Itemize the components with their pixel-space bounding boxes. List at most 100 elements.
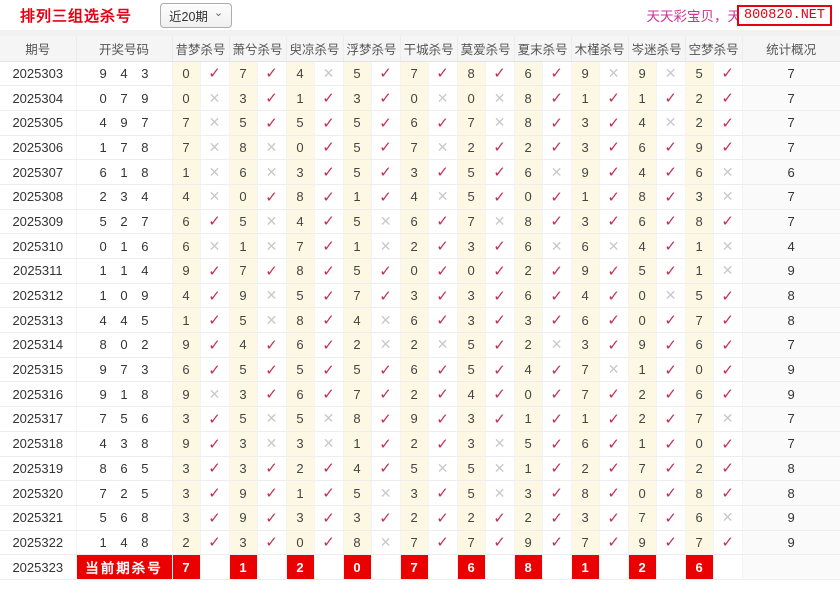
kill-number-cell: 8 <box>286 184 315 210</box>
kill-number-cell: 5 <box>457 456 486 482</box>
kill-result-cell: ✓ <box>371 85 401 111</box>
kill-result-cell: ✕ <box>257 307 287 334</box>
kill-result-cell: ✕ <box>599 357 629 383</box>
check-icon: ✓ <box>208 460 221 478</box>
current-kill-number-cell: 7 <box>172 554 201 580</box>
cross-icon: ✕ <box>208 114 221 131</box>
column-header: 莫爱杀号 <box>457 36 515 62</box>
period-cell: 2025312 <box>0 283 77 309</box>
kill-number-cell: 5 <box>229 357 258 383</box>
kill-result-cell: ✓ <box>371 456 401 482</box>
kill-number-cell: 4 <box>286 61 315 87</box>
kill-result-cell: ✓ <box>257 480 287 506</box>
kill-result-cell: ✕ <box>485 209 515 235</box>
kill-result-cell: ✕ <box>656 110 686 136</box>
kill-result-cell: ✓ <box>314 381 344 408</box>
check-icon: ✓ <box>550 65 563 83</box>
code-cell: 0 1 6 <box>76 233 173 259</box>
kill-number-cell: 7 <box>628 505 657 531</box>
check-icon: ✓ <box>208 485 221 503</box>
check-icon: ✓ <box>208 435 221 453</box>
cross-icon: ✕ <box>379 484 392 501</box>
kill-result-cell: ✓ <box>656 381 686 408</box>
kill-number-cell: 3 <box>457 431 486 457</box>
current-kill-number-cell: 0 <box>343 554 372 580</box>
cross-icon: ✕ <box>265 410 278 427</box>
check-icon: ✓ <box>436 114 449 132</box>
kill-result-cell: ✕ <box>257 431 287 457</box>
kill-result-cell: ✕ <box>257 283 287 309</box>
cross-icon: ✕ <box>721 188 734 205</box>
check-icon: ✓ <box>607 534 620 552</box>
check-icon: ✓ <box>721 114 734 132</box>
kill-result-cell: ✓ <box>599 159 629 185</box>
check-icon: ✓ <box>379 361 392 379</box>
cross-icon: ✕ <box>265 287 278 304</box>
check-icon: ✓ <box>550 386 563 404</box>
kill-number-cell: 5 <box>229 209 258 235</box>
kill-result-cell: ✕ <box>428 332 458 358</box>
current-kill-number-cell: 6 <box>457 554 486 580</box>
promo-text: 天天彩宝贝，天 <box>646 9 741 24</box>
check-icon: ✓ <box>664 386 677 404</box>
kill-result-cell: ✕ <box>542 233 572 259</box>
check-icon: ✓ <box>493 386 506 404</box>
kill-result-cell: ✓ <box>656 159 686 185</box>
check-icon: ✓ <box>265 386 278 404</box>
kill-number-cell: 3 <box>286 431 315 457</box>
topbar: 排列三组选杀号 近20期 ⌄ 天天彩宝贝，天 800820.NET <box>0 0 840 30</box>
kill-number-cell: 6 <box>400 307 429 334</box>
column-header: 臾凉杀号 <box>286 36 344 62</box>
check-icon: ✓ <box>607 485 620 503</box>
kill-number-cell: 9 <box>685 135 714 161</box>
kill-number-cell: 7 <box>343 381 372 408</box>
kill-number-cell: 7 <box>229 61 258 87</box>
table-row: 2025316 9 1 8 9 ✕ 3 ✓ 6 ✓ 7 ✓ 2 ✓ 4 ✓ 0 ✓ 7 ✓ 2 ✓ 6 ✓ 9 <box>0 381 840 408</box>
kill-result-cell: ✓ <box>542 480 572 506</box>
kill-number-cell: 8 <box>229 135 258 161</box>
kill-result-cell: ✓ <box>485 530 515 556</box>
kill-number-cell: 2 <box>514 505 543 531</box>
range-dropdown[interactable]: 近20期 ⌄ <box>160 2 233 28</box>
code-cell: 6 1 8 <box>76 159 173 185</box>
check-icon: ✓ <box>436 361 449 379</box>
kill-result-cell: ✓ <box>428 431 458 457</box>
kill-number-cell: 2 <box>514 135 543 161</box>
kill-result-cell: ✕ <box>314 431 344 457</box>
stat-cell: 9 <box>742 381 840 408</box>
kill-result-cell: ✕ <box>713 258 743 284</box>
table-body: 2025303 9 4 3 0 ✓ 7 ✓ 4 ✕ 5 ✓ 7 ✓ 8 ✓ 6 ✓ 9 ✕ 9 ✕ 5 ✓ 7 2025304… <box>0 61 840 580</box>
cross-icon: ✕ <box>436 336 449 353</box>
kill-number-cell: 1 <box>571 85 600 111</box>
kill-number-cell: 6 <box>685 381 714 408</box>
kill-number-cell: 3 <box>172 406 201 432</box>
kill-number-cell: 7 <box>172 110 201 136</box>
kill-number-cell: 9 <box>172 381 201 408</box>
kill-result-cell: ✓ <box>713 135 743 161</box>
check-icon: ✓ <box>208 262 221 280</box>
kill-number-cell: 5 <box>628 258 657 284</box>
kill-number-cell: 3 <box>514 307 543 334</box>
check-icon: ✓ <box>493 336 506 354</box>
kill-number-cell: 1 <box>286 85 315 111</box>
check-icon: ✓ <box>664 460 677 478</box>
check-icon: ✓ <box>208 534 221 552</box>
kill-number-cell: 6 <box>685 505 714 531</box>
kill-number-cell: 7 <box>685 530 714 556</box>
kill-number-cell: 5 <box>343 159 372 185</box>
kill-number-cell: 4 <box>343 307 372 334</box>
code-cell: 7 2 5 <box>76 480 173 506</box>
kill-result-cell: ✓ <box>656 233 686 259</box>
kill-result-cell: ✓ <box>542 110 572 136</box>
check-icon: ✓ <box>322 90 335 108</box>
check-icon: ✓ <box>436 238 449 256</box>
promo-badge[interactable]: 800820.NET <box>736 4 832 26</box>
kill-result-cell: ✕ <box>713 184 743 210</box>
kill-result-cell: ✓ <box>599 258 629 284</box>
kill-number-cell: 9 <box>571 61 600 87</box>
stat-cell: 8 <box>742 307 840 334</box>
kill-result-cell: ✓ <box>314 159 344 185</box>
check-icon: ✓ <box>208 509 221 527</box>
kill-result-cell: ✓ <box>257 505 287 531</box>
kill-number-cell: 7 <box>571 530 600 556</box>
